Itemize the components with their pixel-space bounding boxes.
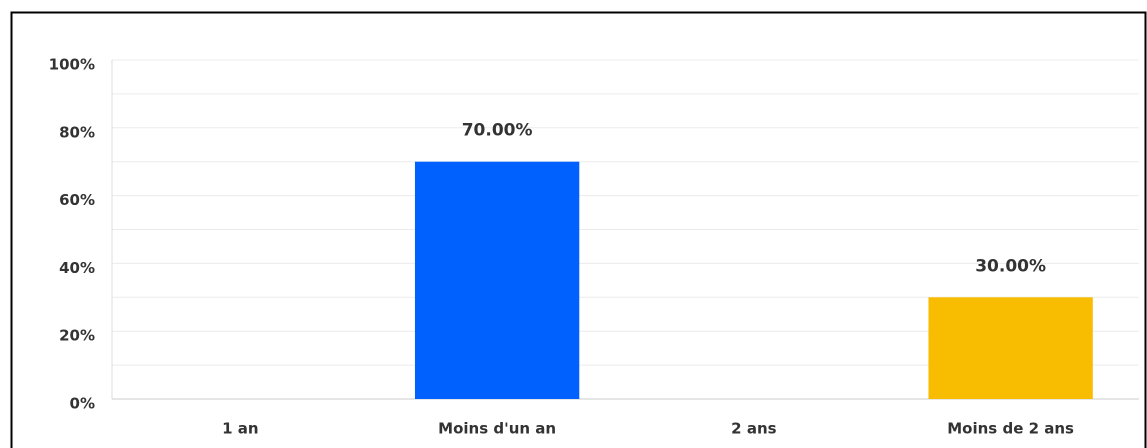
y-tick-label: 40% <box>59 259 95 277</box>
y-tick-label: 20% <box>59 327 95 345</box>
y-tick-label: 80% <box>59 123 95 141</box>
y-tick-label: 100% <box>49 56 95 74</box>
value-label: 30.00% <box>975 256 1046 276</box>
x-tick-label: Moins d'un an <box>438 420 556 438</box>
x-tick-label: 1 an <box>222 420 258 438</box>
bar <box>414 161 580 399</box>
y-tick-label: 0% <box>70 395 95 413</box>
frame <box>10 11 1147 448</box>
x-tick-label: 2 ans <box>731 420 776 438</box>
x-tick-label: Moins de 2 ans <box>947 420 1074 438</box>
bar <box>928 297 1093 399</box>
y-tick-label: 60% <box>59 191 95 209</box>
value-label: 70.00% <box>462 121 533 141</box>
